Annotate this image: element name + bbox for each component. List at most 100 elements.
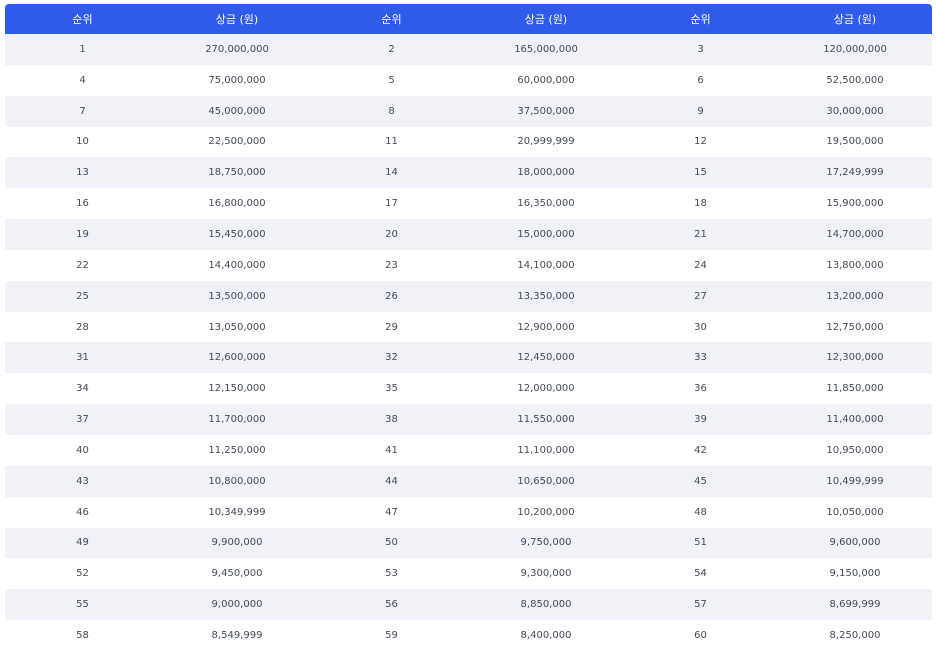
prize-cell: 8,400,000 (469, 620, 623, 651)
prize-cell: 15,900,000 (778, 188, 932, 220)
table-row: 1 270,000,000 2 165,000,000 3 120,000,000 (5, 34, 932, 65)
table-row: 58 8,549,999 59 8,400,000 60 8,250,000 (5, 620, 932, 651)
rank-cell: 23 (314, 249, 469, 281)
header-prize: 상금 (원) (778, 4, 932, 34)
prize-cell: 18,000,000 (469, 157, 623, 189)
rank-cell: 6 (623, 64, 778, 96)
rank-cell: 8 (314, 95, 469, 127)
rank-cell: 22 (5, 249, 160, 281)
prize-cell: 10,349,999 (160, 496, 314, 528)
table-row: 52 9,450,000 53 9,300,000 54 9,150,000 (5, 558, 932, 590)
rank-cell: 38 (314, 404, 469, 435)
rank-cell: 30 (623, 311, 778, 343)
prize-cell: 8,850,000 (469, 589, 623, 621)
table-row: 22 14,400,000 23 14,100,000 24 13,800,000 (5, 249, 932, 281)
prize-cell: 12,900,000 (469, 311, 623, 343)
table-header: 순위 상금 (원) 순위 상금 (원) 순위 상금 (원) (5, 4, 932, 34)
rank-cell: 12 (623, 126, 778, 158)
table-row: 10 22,500,000 11 20,999,999 12 19,500,000 (5, 126, 932, 158)
prize-cell: 270,000,000 (160, 34, 314, 65)
rank-cell: 45 (623, 465, 778, 497)
rank-cell: 43 (5, 465, 160, 497)
table-row: 16 16,800,000 17 16,350,000 18 15,900,000 (5, 188, 932, 220)
prize-cell: 9,600,000 (778, 527, 932, 559)
prize-cell: 13,200,000 (778, 280, 932, 312)
header-prize: 상금 (원) (160, 4, 314, 34)
rank-cell: 42 (623, 434, 778, 466)
prize-cell: 12,750,000 (778, 311, 932, 343)
prize-cell: 12,450,000 (469, 342, 623, 374)
prize-cell: 18,750,000 (160, 157, 314, 189)
prize-cell: 10,200,000 (469, 496, 623, 528)
prize-cell: 14,100,000 (469, 249, 623, 281)
rank-cell: 4 (5, 64, 160, 96)
prize-cell: 9,450,000 (160, 558, 314, 590)
prize-cell: 17,249,999 (778, 157, 932, 189)
prize-cell: 14,400,000 (160, 249, 314, 281)
header-rank: 순위 (314, 4, 469, 34)
prize-cell: 13,350,000 (469, 280, 623, 312)
prize-cell: 12,600,000 (160, 342, 314, 374)
prize-cell: 13,800,000 (778, 249, 932, 281)
prize-cell: 13,500,000 (160, 280, 314, 312)
prize-cell: 165,000,000 (469, 34, 623, 65)
prize-cell: 9,000,000 (160, 589, 314, 621)
rank-cell: 51 (623, 527, 778, 559)
rank-cell: 56 (314, 589, 469, 621)
rank-cell: 19 (5, 219, 160, 250)
prize-cell: 13,050,000 (160, 311, 314, 343)
rank-cell: 25 (5, 280, 160, 312)
table-row: 7 45,000,000 8 37,500,000 9 30,000,000 (5, 95, 932, 127)
rank-cell: 58 (5, 620, 160, 651)
rank-cell: 48 (623, 496, 778, 528)
rank-cell: 60 (623, 620, 778, 651)
prize-cell: 45,000,000 (160, 95, 314, 127)
rank-cell: 40 (5, 434, 160, 466)
prize-cell: 9,300,000 (469, 558, 623, 590)
prize-cell: 16,350,000 (469, 188, 623, 220)
rank-cell: 28 (5, 311, 160, 343)
prize-cell: 11,850,000 (778, 373, 932, 405)
rank-cell: 46 (5, 496, 160, 528)
table-row: 4 75,000,000 5 60,000,000 6 52,500,000 (5, 64, 932, 96)
prize-cell: 11,550,000 (469, 404, 623, 435)
rank-cell: 53 (314, 558, 469, 590)
rank-cell: 11 (314, 126, 469, 158)
rank-cell: 27 (623, 280, 778, 312)
prize-cell: 15,000,000 (469, 219, 623, 250)
rank-cell: 31 (5, 342, 160, 374)
prize-cell: 37,500,000 (469, 95, 623, 127)
prize-cell: 9,750,000 (469, 527, 623, 559)
rank-cell: 52 (5, 558, 160, 590)
header-prize: 상금 (원) (469, 4, 623, 34)
prize-cell: 12,300,000 (778, 342, 932, 374)
prize-cell: 120,000,000 (778, 34, 932, 65)
header-row: 순위 상금 (원) 순위 상금 (원) 순위 상금 (원) (5, 4, 932, 34)
table-row: 28 13,050,000 29 12,900,000 30 12,750,000 (5, 311, 932, 343)
prize-cell: 52,500,000 (778, 64, 932, 96)
rank-cell: 39 (623, 404, 778, 435)
rank-cell: 34 (5, 373, 160, 405)
table-row: 31 12,600,000 32 12,450,000 33 12,300,000 (5, 342, 932, 374)
prize-cell: 8,250,000 (778, 620, 932, 651)
rank-cell: 47 (314, 496, 469, 528)
rank-cell: 9 (623, 95, 778, 127)
rank-cell: 3 (623, 34, 778, 65)
table-row: 40 11,250,000 41 11,100,000 42 10,950,000 (5, 434, 932, 466)
prize-cell: 11,250,000 (160, 434, 314, 466)
prize-cell: 16,800,000 (160, 188, 314, 220)
prize-cell: 14,700,000 (778, 219, 932, 250)
table-row: 37 11,700,000 38 11,550,000 39 11,400,000 (5, 404, 932, 435)
prize-cell: 10,650,000 (469, 465, 623, 497)
rank-cell: 10 (5, 126, 160, 158)
prize-cell: 60,000,000 (469, 64, 623, 96)
prize-cell: 10,499,999 (778, 465, 932, 497)
rank-cell: 36 (623, 373, 778, 405)
rank-cell: 13 (5, 157, 160, 189)
table-row: 43 10,800,000 44 10,650,000 45 10,499,999 (5, 465, 932, 497)
prize-cell: 11,700,000 (160, 404, 314, 435)
rank-cell: 54 (623, 558, 778, 590)
rank-cell: 15 (623, 157, 778, 189)
rank-cell: 1 (5, 34, 160, 65)
table-row: 13 18,750,000 14 18,000,000 15 17,249,999 (5, 157, 932, 189)
